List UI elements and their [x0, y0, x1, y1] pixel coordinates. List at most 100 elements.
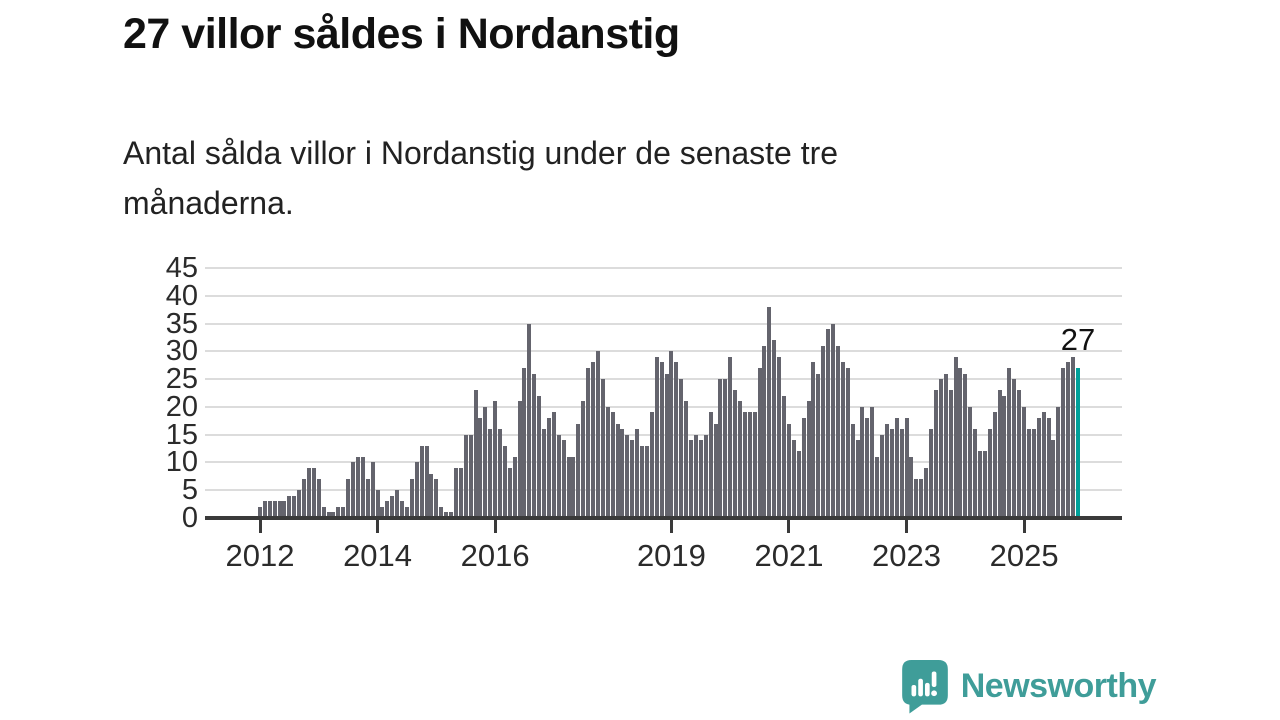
chart-subtitle: Antal sålda villor i Nordanstig under de… [123, 128, 838, 228]
bar [982, 451, 987, 518]
bar [600, 379, 605, 518]
bar [1051, 440, 1056, 518]
gridline-40 [205, 294, 1122, 297]
gridline-30 [205, 350, 1122, 353]
bar [439, 506, 444, 518]
bar [933, 390, 938, 518]
bar [968, 406, 973, 518]
bar [267, 501, 272, 518]
bar [978, 451, 982, 518]
bar [449, 512, 454, 518]
bar [904, 418, 909, 518]
bar [870, 406, 875, 518]
bar [586, 368, 591, 518]
bar [649, 412, 654, 518]
bar [747, 412, 752, 518]
bar [826, 329, 831, 518]
bar [507, 468, 512, 518]
bar [664, 373, 669, 518]
bar [1056, 406, 1061, 518]
bar [728, 356, 733, 518]
y-axis-label-20: 20 [165, 390, 198, 423]
bar [679, 379, 684, 518]
bar [880, 434, 885, 518]
bar [938, 379, 943, 518]
bar [546, 418, 551, 518]
bar [762, 345, 767, 518]
bar [258, 506, 262, 518]
bar [444, 512, 449, 518]
x-tick-2014 [376, 520, 380, 533]
bar [644, 445, 649, 518]
bar [493, 401, 498, 518]
bar [429, 473, 434, 518]
bar [532, 373, 537, 518]
x-axis-label-2023: 2023 [872, 538, 942, 573]
bar [404, 506, 409, 518]
bar [1002, 395, 1007, 518]
newsworthy-logo-icon [901, 660, 948, 714]
bar [306, 468, 311, 518]
bar [453, 468, 458, 518]
x-tick-2023 [905, 520, 909, 533]
x-tick-2016 [493, 520, 497, 533]
plot-area: 27 2012 2014 2016 2019 2021 2023 2025 [205, 267, 1122, 573]
logo-bar-1 [911, 684, 916, 697]
subtitle-line-2: månaderna. [123, 185, 294, 221]
bar [365, 479, 370, 518]
bar [713, 423, 718, 518]
bar [473, 390, 478, 518]
bar [884, 423, 889, 518]
x-tick-2012 [258, 520, 262, 533]
bar [351, 462, 356, 518]
bar [414, 462, 419, 518]
logo-exclamation-bar [931, 671, 937, 688]
bar [860, 406, 865, 518]
bar [595, 351, 600, 518]
y-axis-label-25: 25 [165, 363, 198, 396]
bar [654, 356, 659, 518]
bar [1017, 390, 1022, 518]
bar [512, 456, 517, 518]
bar [801, 418, 806, 518]
bar [1031, 429, 1036, 518]
bar [865, 418, 870, 518]
x-axis-line [205, 516, 1122, 520]
y-axis: 0 5 10 15 20 25 30 35 40 45 [108, 252, 198, 534]
bar [610, 412, 615, 518]
bar [527, 323, 532, 518]
logo-bar-3 [924, 682, 930, 697]
bar [424, 445, 429, 518]
bar [625, 434, 630, 518]
bar [635, 429, 640, 518]
bar [718, 379, 723, 518]
bar [498, 429, 502, 518]
bar [321, 506, 326, 518]
bar [551, 412, 556, 518]
bar [581, 401, 586, 518]
bar [390, 495, 395, 518]
bar [943, 373, 948, 518]
bar [502, 445, 507, 518]
y-axis-label-15: 15 [165, 418, 198, 451]
bar [997, 390, 1002, 518]
bar [811, 362, 816, 518]
x-axis-label-2012: 2012 [225, 538, 295, 573]
bar [615, 423, 620, 518]
bar [483, 406, 488, 518]
bar [542, 429, 547, 518]
last-value-label: 27 [1060, 322, 1096, 357]
bar [757, 368, 762, 518]
bar [488, 429, 493, 518]
bar-chart: 0 5 10 15 20 25 30 35 40 45 27 2012 2014 2016 2019 20… [108, 252, 1122, 573]
bar [458, 468, 463, 518]
bar [272, 501, 277, 518]
bar [297, 490, 302, 518]
bar [791, 440, 796, 518]
bar [831, 323, 836, 518]
bar [316, 479, 321, 518]
x-tick-2021 [787, 520, 791, 533]
x-axis-label-2019: 2019 [636, 538, 706, 573]
bar [311, 468, 316, 518]
page-title: 27 villor såldes i Nordanstig [123, 10, 680, 58]
